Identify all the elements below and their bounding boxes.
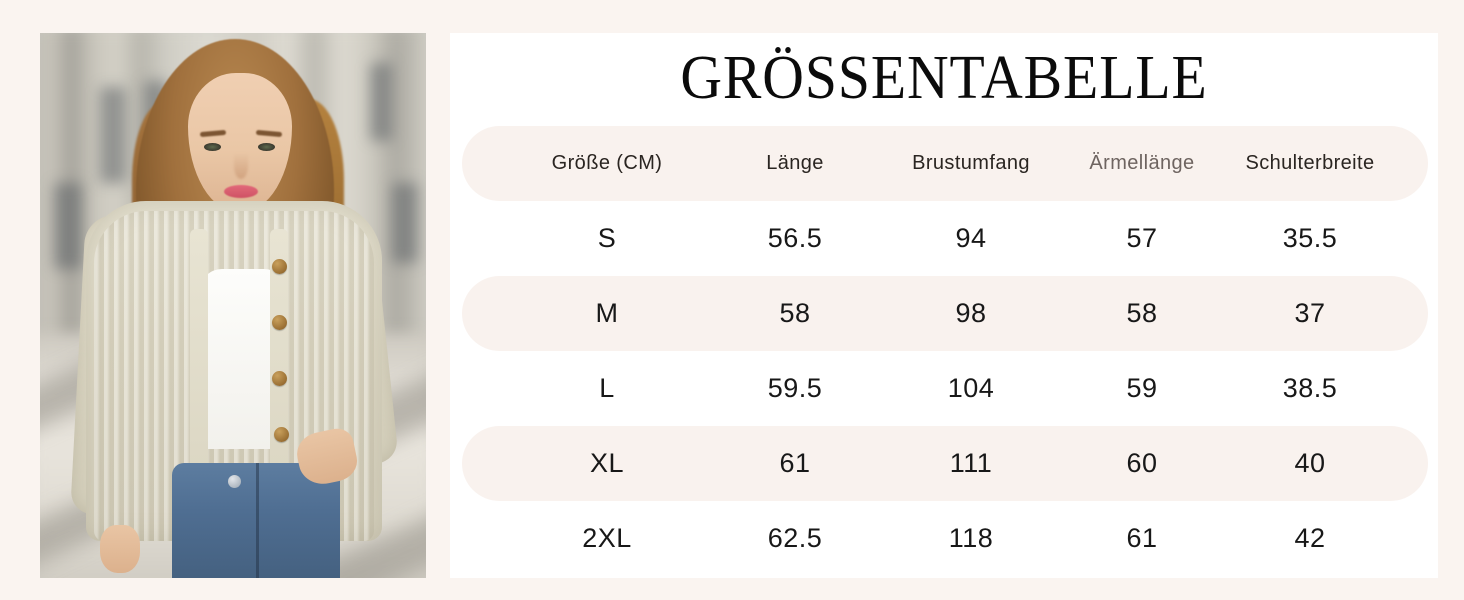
cell-length: 61 [779, 448, 811, 478]
column-header-length: Länge [766, 152, 824, 174]
cell-size: XL [589, 448, 625, 478]
table-row: S 56.5 94 57 35.5 [450, 201, 1438, 276]
background-window [370, 63, 392, 141]
cell-shoulder: 42 [1294, 523, 1326, 553]
model-nose [234, 153, 248, 179]
jeans-button [228, 475, 241, 488]
photo-scene [40, 33, 426, 578]
table-row: 2XL 62.5 118 61 42 [450, 501, 1438, 576]
background-window [392, 183, 418, 263]
cell-chest: 111 [949, 448, 993, 478]
background-window [54, 183, 82, 269]
cell-length: 59.5 [767, 373, 823, 403]
cell-sleeve: 58 [1126, 298, 1158, 328]
cell-shoulder: 38.5 [1282, 373, 1338, 403]
cardigan-button [272, 315, 287, 330]
column-header-size: Größe (CM) [551, 152, 663, 174]
row-band [462, 276, 1428, 351]
cell-size: M [595, 298, 619, 328]
table-header-row: Größe (CM) Länge Brustumfang Ärmellänge … [450, 126, 1438, 201]
cardigan-placket-left [190, 229, 208, 529]
table-row: XL 61 111 60 40 [450, 426, 1438, 501]
cardigan-button [274, 427, 289, 442]
cell-chest: 118 [948, 523, 994, 553]
cell-size: S [597, 223, 617, 253]
background-window [100, 87, 126, 183]
size-table: Größe (CM) Länge Brustumfang Ärmellänge … [450, 126, 1438, 576]
model-eye [204, 143, 221, 151]
cell-size: 2XL [582, 523, 632, 553]
cell-sleeve: 61 [1126, 523, 1158, 553]
cell-length: 58 [779, 298, 811, 328]
cardigan-button [272, 259, 287, 274]
product-photo [40, 33, 426, 578]
cell-shoulder: 35.5 [1282, 223, 1338, 253]
cell-shoulder: 37 [1294, 298, 1326, 328]
model-jeans [172, 463, 340, 578]
column-header-shoulder: Schulterbreite [1245, 152, 1375, 174]
row-band [462, 426, 1428, 501]
cell-chest: 94 [955, 223, 987, 253]
model-hand-left [100, 525, 140, 573]
model-lips [224, 185, 258, 198]
cell-sleeve: 59 [1126, 373, 1158, 403]
cell-size: L [599, 373, 615, 403]
model-eye [258, 143, 275, 151]
cell-sleeve: 60 [1126, 448, 1158, 478]
page-title: GRÖSSENTABELLE [680, 44, 1208, 112]
cell-length: 62.5 [767, 523, 823, 553]
row-band [462, 126, 1428, 201]
size-table-panel: GRÖSSENTABELLE Größe (CM) Länge Brustumf… [450, 33, 1438, 578]
cardigan-button [272, 371, 287, 386]
cell-shoulder: 40 [1294, 448, 1326, 478]
table-row: L 59.5 104 59 38.5 [450, 351, 1438, 426]
column-header-chest: Brustumfang [912, 152, 1030, 174]
cell-length: 56.5 [767, 223, 823, 253]
cell-chest: 98 [955, 298, 987, 328]
column-header-sleeve: Ärmellänge [1089, 152, 1195, 174]
cell-chest: 104 [947, 373, 995, 403]
cell-sleeve: 57 [1126, 223, 1158, 253]
table-row: M 58 98 58 37 [450, 276, 1438, 351]
